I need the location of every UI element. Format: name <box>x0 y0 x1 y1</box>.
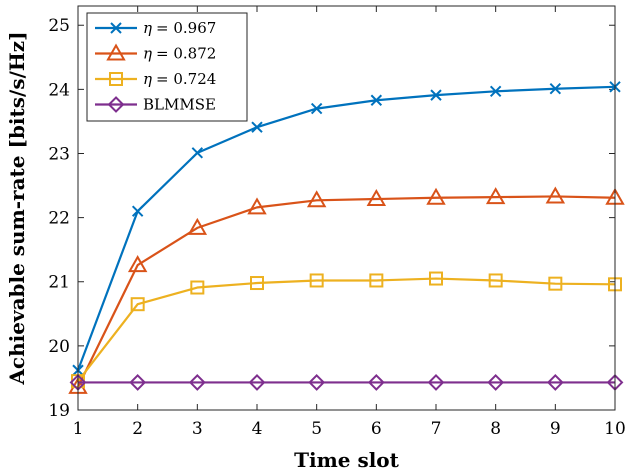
legend-marker <box>106 43 126 61</box>
y-tick-label: 20 <box>48 337 70 357</box>
legend-value: = 0.724 <box>156 70 216 88</box>
data-point <box>369 273 384 288</box>
series-0 <box>72 81 621 376</box>
x-tick-label: 8 <box>490 419 501 439</box>
y-tick-label: 21 <box>48 273 70 293</box>
data-point <box>426 187 446 205</box>
legend-item: η = 0.872 <box>95 43 216 63</box>
legend-marker <box>110 22 122 34</box>
data-point <box>187 217 208 235</box>
data-point <box>548 276 563 291</box>
data-point <box>546 374 564 391</box>
data-point <box>549 83 562 95</box>
legend-marker <box>109 72 123 86</box>
series-1 <box>68 186 625 394</box>
data-point <box>131 205 144 217</box>
x-tick-label: 4 <box>252 419 263 439</box>
x-tick-label: 10 <box>604 419 626 439</box>
data-point <box>190 280 205 295</box>
data-point <box>308 374 326 391</box>
y-tick-label: 22 <box>48 209 70 229</box>
legend-eta: η <box>143 19 152 37</box>
x-axis-label: Time slot <box>294 448 400 472</box>
x-tick-label: 3 <box>192 419 203 439</box>
legend-label: η = 0.872 <box>143 45 216 63</box>
data-point <box>306 190 327 208</box>
data-point <box>251 121 263 133</box>
series-layer <box>68 81 625 394</box>
y-tick-label: 24 <box>48 80 70 100</box>
legend-eta: η <box>143 70 152 88</box>
series-line <box>77 195 616 388</box>
y-tick-label: 23 <box>48 144 70 164</box>
data-point <box>309 273 324 288</box>
x-tick-label: 1 <box>73 419 84 439</box>
data-point <box>427 374 445 391</box>
data-point <box>247 197 267 215</box>
x-tick-label: 5 <box>311 419 322 439</box>
legend-value: = 0.967 <box>156 19 216 37</box>
data-point <box>487 374 505 391</box>
legend-item: η = 0.967 <box>95 19 216 37</box>
data-point <box>248 374 266 391</box>
data-point <box>367 374 385 391</box>
legend-marker <box>107 96 125 113</box>
data-point <box>130 297 145 312</box>
legend-value: BLMMSE <box>143 96 216 114</box>
series-3 <box>69 374 624 391</box>
data-point <box>250 276 264 291</box>
data-point <box>430 89 442 101</box>
data-point <box>485 187 506 205</box>
x-tick-label: 6 <box>371 419 382 439</box>
series-line <box>77 277 616 382</box>
data-point <box>488 273 503 288</box>
legend-eta: η <box>143 45 152 63</box>
data-point <box>127 255 148 273</box>
x-tick-label: 7 <box>431 419 442 439</box>
x-tick-label: 9 <box>550 419 561 439</box>
data-point <box>366 189 387 207</box>
legend-label: η = 0.724 <box>143 70 216 88</box>
data-point <box>129 374 147 391</box>
data-point <box>429 271 443 286</box>
x-tick-label: 2 <box>132 419 143 439</box>
y-tick-label: 25 <box>48 16 70 36</box>
legend-value: = 0.872 <box>156 45 216 63</box>
data-point <box>310 102 323 115</box>
y-axis-label: Achievable sum-rate [bits/s/Hz] <box>5 31 29 385</box>
plot-frame <box>77 5 616 411</box>
data-point <box>191 147 204 159</box>
data-point <box>370 94 383 106</box>
legend-item: η = 0.724 <box>95 70 216 88</box>
legend-item: BLMMSE <box>95 96 216 114</box>
legend-label: η = 0.967 <box>143 19 216 37</box>
data-point <box>489 85 502 97</box>
data-point <box>545 186 566 204</box>
legend-label: BLMMSE <box>143 96 216 114</box>
y-tick-label: 19 <box>48 401 70 421</box>
series-line <box>76 85 616 371</box>
data-point <box>188 374 206 391</box>
